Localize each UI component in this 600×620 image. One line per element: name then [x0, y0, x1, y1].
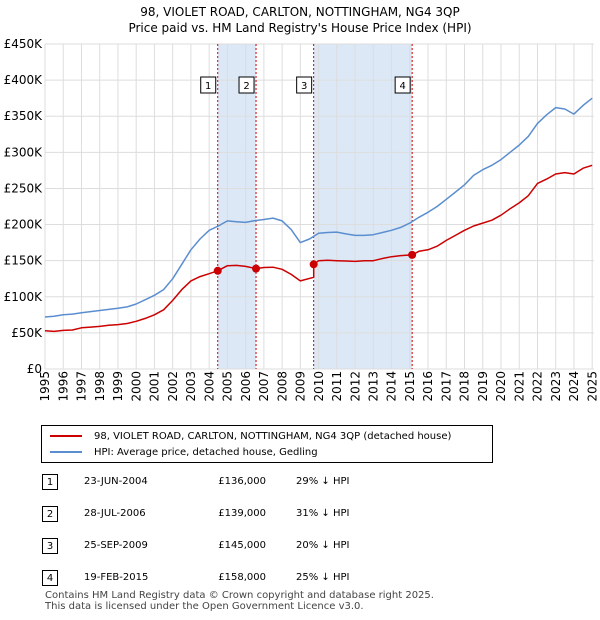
x-tick-label: 1998: [93, 371, 107, 402]
table-row: 2 28-JUL-2006 £139,000 31% ↓ HPI: [42, 506, 562, 538]
x-tick-label: 2017: [439, 371, 453, 402]
sale-number-badge: 2: [42, 506, 58, 522]
y-tick-label: £150K: [4, 254, 44, 268]
sale-label-number: 2: [243, 81, 249, 92]
x-tick-label: 2005: [221, 371, 235, 402]
sale-point: [309, 260, 318, 269]
x-tick-label: 2002: [166, 371, 180, 402]
sale-label-number: 4: [399, 81, 405, 92]
sale-point: [213, 266, 222, 275]
x-tick-label: 2006: [239, 371, 253, 402]
sale-hpi-diff: 31% ↓ HPI: [296, 508, 350, 519]
x-tick-label: 1996: [56, 371, 70, 402]
legend-swatch-hpi: [50, 451, 82, 453]
sale-label-number: 3: [301, 81, 307, 92]
x-tick-label: 2011: [330, 371, 344, 402]
sale-label-box: [200, 76, 217, 94]
legend-label-hpi: HPI: Average price, detached house, Gedl…: [94, 446, 318, 458]
y-tick-label: £50K: [11, 326, 43, 340]
footer-line-1: Contains HM Land Registry data © Crown c…: [45, 590, 434, 601]
sale-points: [213, 250, 417, 275]
sale-price: £136,000: [218, 476, 266, 487]
x-tick-label: 2007: [257, 371, 271, 402]
chart-subtitle: Price paid vs. HM Land Registry's House …: [128, 21, 472, 35]
sale-date: 19-FEB-2015: [84, 572, 149, 583]
x-tick-label: 2015: [403, 371, 417, 402]
table-row: 4 19-FEB-2015 £158,000 25% ↓ HPI: [42, 570, 562, 602]
table-row: 1 23-JUN-2004 £136,000 29% ↓ HPI: [42, 474, 562, 506]
sale-date: 25-SEP-2009: [84, 540, 148, 551]
y-tick-label: £450K: [4, 37, 44, 51]
sale-date: 28-JUL-2006: [84, 508, 146, 519]
sale-price: £145,000: [218, 540, 266, 551]
legend-swatch-price: [50, 435, 82, 437]
sale-period-shading: [217, 44, 413, 369]
chart-title: 98, VIOLET ROAD, CARLTON, NOTTINGHAM, NG…: [140, 5, 460, 19]
sale-date: 23-JUN-2004: [84, 476, 148, 487]
table-row: 3 25-SEP-2009 £145,000 20% ↓ HPI: [42, 538, 562, 570]
y-tick-label: £250K: [4, 181, 44, 195]
x-tick-label: 1999: [111, 371, 125, 402]
footer-line-2: This data is licensed under the Open Gov…: [45, 601, 364, 612]
y-tick-label: £300K: [4, 145, 44, 159]
x-tick-label: 2020: [494, 371, 508, 402]
y-tick-label: £200K: [4, 218, 44, 232]
legend-label-price: 98, VIOLET ROAD, CARLTON, NOTTINGHAM, NG…: [94, 430, 452, 442]
x-tick-label: 2013: [367, 371, 381, 402]
sale-hpi-diff: 29% ↓ HPI: [296, 476, 350, 487]
sale-number-badge: 3: [42, 538, 58, 554]
chart-legend: 98, VIOLET ROAD, CARLTON, NOTTINGHAM, NG…: [41, 425, 493, 463]
x-tick-label: 2012: [348, 371, 362, 402]
y-tick-label: £0: [27, 362, 42, 376]
sale-price: £158,000: [218, 572, 266, 583]
price-chart: 1 2 3 4 £0 £50K £100K £150K £200K £250K £300K £350…: [4, 37, 600, 402]
sale-hpi-diff: 20% ↓ HPI: [296, 540, 350, 551]
shaded-period: [217, 44, 257, 369]
x-tick-label: 2022: [531, 371, 545, 402]
x-tick-label: 2021: [512, 371, 526, 402]
chart-axes: £0 £50K £100K £150K £200K £250K £300K £350K £400…: [4, 37, 600, 402]
x-tick-label: 2018: [458, 371, 472, 402]
x-tick-label: 2024: [567, 371, 581, 402]
sale-label-box: [296, 76, 313, 94]
legend-item-price: 98, VIOLET ROAD, CARLTON, NOTTINGHAM, NG…: [50, 429, 451, 443]
x-tick-label: 2025: [585, 371, 599, 402]
hpi-series-line: [44, 97, 593, 318]
x-tick-label: 1997: [75, 371, 89, 402]
sale-hpi-diff: 25% ↓ HPI: [296, 572, 350, 583]
x-tick-label: 2003: [184, 371, 198, 402]
x-tick-label: 1995: [38, 371, 52, 402]
sale-number-labels: 1 2 3 4: [200, 76, 411, 94]
y-tick-label: £400K: [4, 73, 44, 87]
x-tick-label: 2010: [312, 371, 326, 402]
x-tick-label: 2001: [148, 371, 162, 402]
sale-number-badge: 1: [42, 474, 58, 490]
sales-table: 1 23-JUN-2004 £136,000 29% ↓ HPI 2 28-JU…: [42, 474, 562, 602]
x-tick-label: 2023: [549, 371, 563, 402]
x-tick-label: 2000: [129, 371, 143, 402]
y-tick-label: £100K: [4, 290, 44, 304]
sale-point: [408, 250, 417, 259]
x-tick-label: 2019: [476, 371, 490, 402]
sale-price: £139,000: [218, 508, 266, 519]
x-tick-label: 2004: [202, 371, 216, 402]
sale-point: [252, 264, 261, 273]
sale-label-number: 1: [205, 81, 211, 92]
x-tick-label: 2008: [275, 371, 289, 402]
sale-number-badge: 4: [42, 570, 58, 586]
sale-label-box: [394, 76, 411, 94]
x-tick-label: 2016: [421, 371, 435, 402]
sale-label-box: [238, 76, 255, 94]
footer-attribution: Contains HM Land Registry data © Crown c…: [45, 590, 434, 612]
shaded-period: [313, 44, 413, 369]
x-tick-label: 2009: [294, 371, 308, 402]
legend-item-hpi: HPI: Average price, detached house, Gedl…: [50, 445, 318, 459]
y-tick-label: £350K: [4, 109, 44, 123]
x-tick-label: 2014: [385, 371, 399, 402]
